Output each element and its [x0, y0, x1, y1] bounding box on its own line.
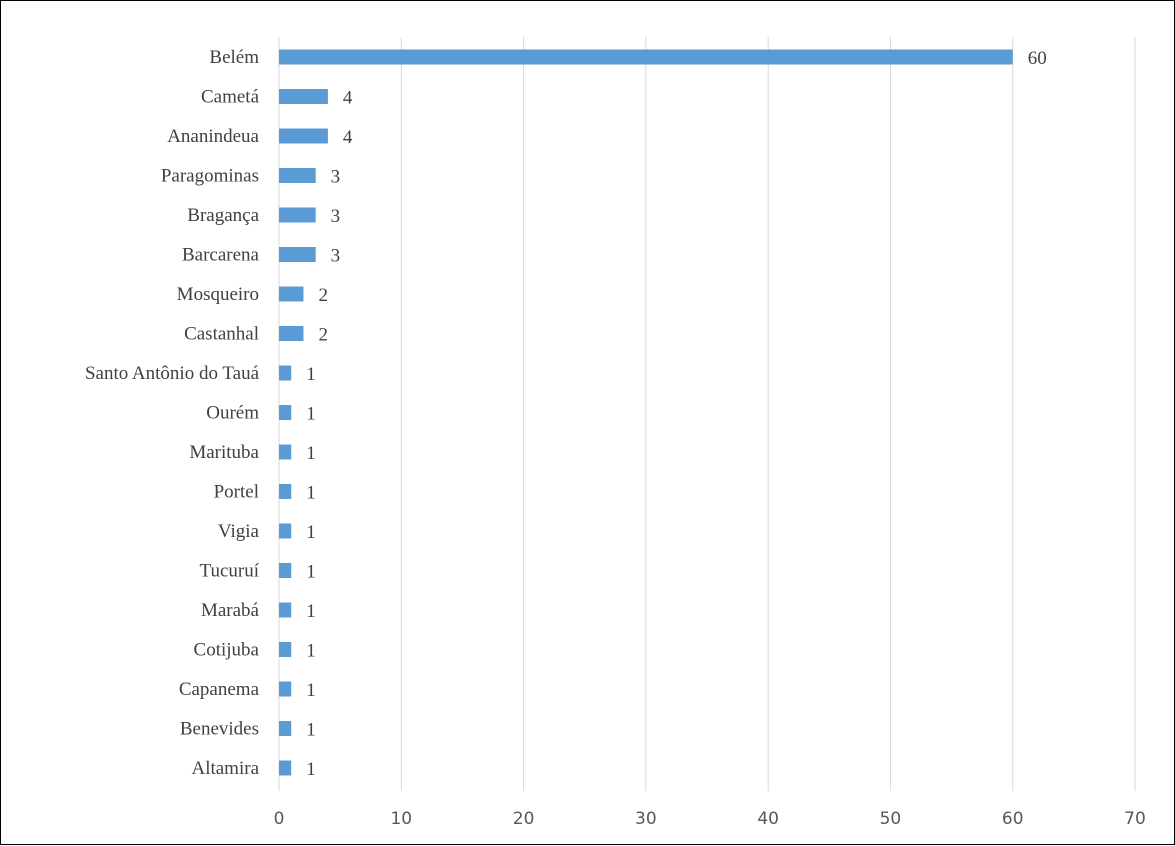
x-tick-label: 0: [274, 809, 285, 829]
bar: [279, 484, 292, 499]
bar: [279, 602, 292, 618]
x-tick-label: 20: [513, 809, 535, 829]
data-label: 2: [318, 325, 328, 346]
x-tick-label: 10: [390, 809, 412, 829]
category-label: Tucuruí: [200, 561, 260, 582]
bar: [279, 49, 1013, 65]
data-label: 1: [306, 720, 316, 741]
bar: [279, 207, 316, 223]
bar: [279, 128, 328, 144]
bar: [279, 168, 316, 183]
bar: [279, 721, 292, 736]
category-label: Capanema: [179, 679, 260, 700]
data-label: 1: [306, 680, 316, 701]
x-tick-label: 40: [757, 809, 779, 829]
data-label: 1: [306, 522, 316, 543]
data-label: 3: [331, 167, 341, 188]
category-label: Ourém: [206, 403, 259, 424]
bar: [279, 405, 292, 420]
data-label: 1: [306, 364, 316, 385]
bar: [279, 326, 304, 341]
data-label: 3: [331, 246, 341, 267]
category-label: Santo Antônio do Tauá: [85, 363, 260, 384]
category-labels: Belém Cametá Ananindeua Paragominas Bragança…: [85, 47, 260, 779]
gridlines: [278, 37, 1136, 791]
bar: [279, 286, 304, 302]
bar: [279, 563, 292, 578]
data-label: 1: [306, 601, 316, 622]
category-label: Ananindeua: [167, 126, 259, 147]
bar: [279, 89, 328, 104]
data-label: 1: [306, 483, 316, 504]
data-label: 2: [318, 285, 328, 306]
category-label: Belém: [209, 47, 259, 68]
data-label: 1: [306, 443, 316, 464]
bar: [279, 365, 292, 381]
category-label: Cametá: [201, 87, 260, 108]
category-label: Castanhal: [184, 324, 259, 345]
category-label: Marituba: [189, 442, 259, 463]
data-label: 1: [306, 562, 316, 583]
x-tick-label: 70: [1124, 809, 1146, 829]
x-tick-label: 60: [1002, 809, 1024, 829]
category-label: Altamira: [191, 758, 259, 779]
data-label: 60: [1028, 48, 1047, 69]
data-label: 4: [343, 127, 353, 148]
category-label: Vigia: [218, 521, 260, 542]
bar: [279, 642, 292, 657]
data-label: 1: [306, 404, 316, 425]
data-label: 4: [343, 88, 353, 109]
category-label: Bragança: [187, 205, 259, 226]
bar: [279, 247, 316, 262]
category-label: Benevides: [180, 719, 259, 740]
category-label: Barcarena: [182, 245, 260, 266]
bar: [279, 523, 292, 539]
category-label: Mosqueiro: [177, 284, 259, 305]
data-label: 3: [331, 206, 341, 227]
category-label: Marabá: [201, 600, 260, 621]
bar: [279, 760, 292, 776]
category-label: Portel: [214, 482, 259, 503]
x-axis-tick-labels: 0 10 20 30 40 50 60 70: [274, 809, 1146, 829]
data-label: 1: [306, 759, 316, 780]
bar: [279, 444, 292, 460]
bar: [279, 681, 292, 697]
category-label: Paragominas: [161, 166, 259, 187]
bars: [279, 49, 1013, 776]
x-tick-label: 50: [880, 809, 902, 829]
category-label: Cotijuba: [194, 640, 260, 661]
x-tick-label: 30: [635, 809, 657, 829]
data-label: 1: [306, 641, 316, 662]
